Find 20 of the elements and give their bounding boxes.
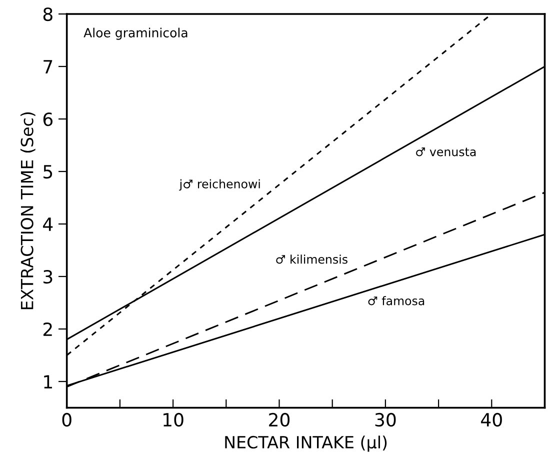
y-axis-title: EXTRACTION TIME (Sec) [20,112,36,310]
y-tick-label: 1 [44,375,52,388]
x-tick-label: 40 [481,412,502,427]
y-tick-label: 6 [43,112,53,126]
series-label: ♂ famosa [368,296,424,306]
x-tick-label: 30 [375,412,396,427]
y-tick-label: 5 [44,165,52,179]
y-tick-label: 4 [43,218,53,231]
series-label: ♂ kilimensis [276,254,348,264]
x-tick-label: 0 [62,412,72,427]
x-tick-label: 10 [164,412,184,427]
y-tick-label: 3 [44,270,52,284]
y-tick-label: 7 [44,60,52,74]
y-tick-label: 2 [43,322,52,336]
x-tick-label: 20 [269,412,290,427]
y-tick-label: 8 [43,7,52,22]
series-label: ♂ venusta [416,148,476,156]
series-label: j♂ reichenowi [179,179,260,191]
text: Aloe graminicola [84,28,188,40]
x-axis-title: NECTAR INTAKE (μl) [225,436,387,452]
